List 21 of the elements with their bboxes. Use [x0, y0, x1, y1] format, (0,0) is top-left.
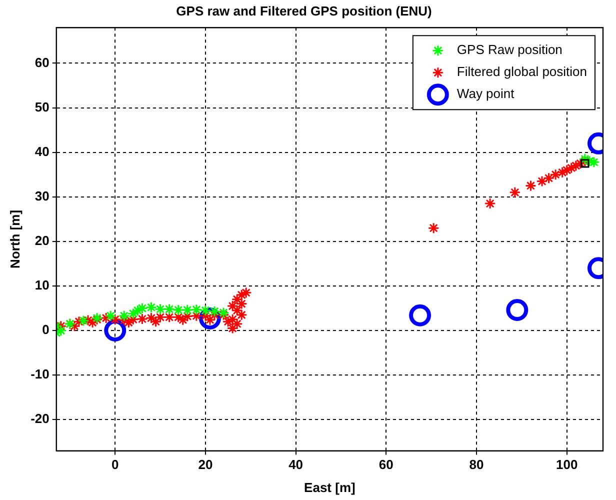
y-tick-label: -10 — [30, 366, 50, 382]
y-tick-label: 10 — [34, 278, 50, 293]
x-tick-label: 80 — [469, 457, 484, 472]
x-tick-label: 0 — [112, 457, 119, 472]
chart-title: GPS raw and Filtered GPS position (ENU) — [176, 3, 432, 18]
x-tick-label: 20 — [198, 457, 213, 472]
y-tick-label: 60 — [34, 54, 50, 70]
y-tick-label: 20 — [34, 233, 50, 248]
y-tick-label: 30 — [34, 188, 50, 204]
legend-label: Filtered global position — [456, 64, 587, 80]
y-tick-label: 40 — [34, 144, 50, 159]
y-tick-label: 0 — [42, 322, 50, 338]
x-axis-title: East [m] — [304, 480, 356, 495]
x-tick-label: 100 — [556, 457, 578, 472]
x-tick-label: 60 — [378, 457, 394, 472]
legend-label: Way point — [456, 86, 515, 102]
y-tick-label: -20 — [30, 411, 50, 426]
y-tick-label: 50 — [34, 99, 50, 114]
y-axis-title: North [m] — [7, 210, 22, 268]
x-tick-label: 40 — [288, 457, 304, 472]
legend-label: GPS Raw position — [456, 42, 562, 58]
